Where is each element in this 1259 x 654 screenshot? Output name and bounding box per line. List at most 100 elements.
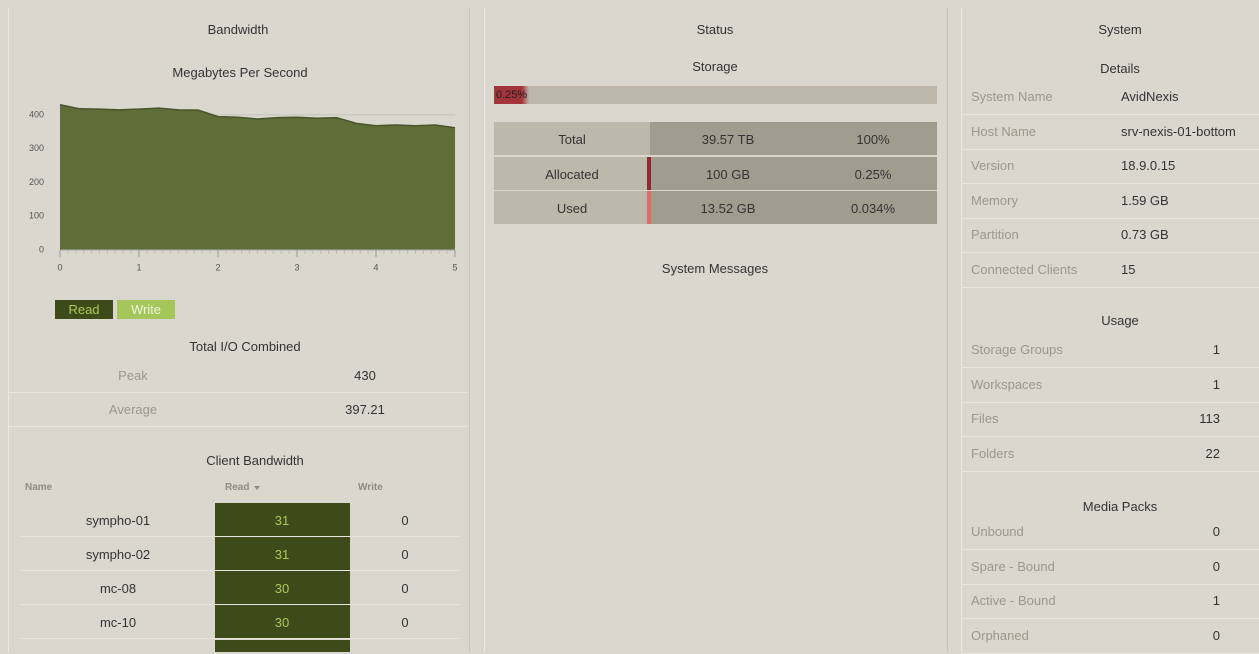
- row-separator: [20, 638, 460, 639]
- field-label: Connected Clients: [971, 262, 1078, 277]
- stat-value: 397.21: [345, 402, 385, 417]
- client-name: mc-08: [99, 581, 137, 596]
- field-value: srv-nexis-01-bottom: [1121, 123, 1236, 139]
- client-name: sympho-02: [85, 547, 151, 562]
- y-tick-label: 400: [29, 109, 44, 119]
- field-label: Host Name: [971, 123, 1037, 139]
- x-tick-label: 3: [294, 262, 299, 272]
- section-title: Details: [1100, 61, 1140, 76]
- x-tick-label: 0: [57, 262, 62, 272]
- stat-value: 430: [354, 368, 376, 383]
- area: [60, 104, 455, 250]
- usage-indicator: [647, 191, 651, 224]
- field-value: 18.9.0.15: [1121, 158, 1176, 174]
- section-title: Usage: [1101, 313, 1139, 328]
- client-write: 0: [401, 513, 409, 528]
- row-separator: [961, 217, 1259, 219]
- read-cell: [215, 571, 350, 604]
- storage-size: 13.52 GB: [700, 201, 756, 216]
- field-label: Active - Bound: [971, 593, 1056, 609]
- stat-label: Average: [108, 402, 158, 417]
- storage-value-cell: [650, 156, 937, 190]
- section-title: Storage: [692, 59, 738, 74]
- field-label: Spare - Bound: [971, 558, 1055, 574]
- field-value: 1: [1212, 342, 1220, 357]
- row-separator: [8, 392, 468, 393]
- y-tick-label: 0: [39, 244, 44, 254]
- field-value: AvidNexis: [1121, 89, 1179, 104]
- client-write: 0: [401, 547, 409, 562]
- storage-label: 0.25%: [494, 86, 530, 104]
- column-header[interactable]: Write: [358, 482, 383, 493]
- sort-arrow: [254, 486, 260, 490]
- y-tick-label: 200: [29, 177, 44, 187]
- field-value: 15: [1121, 262, 1136, 277]
- storage-name: Allocated: [545, 166, 599, 182]
- column-header[interactable]: Name: [25, 482, 53, 493]
- storage-percent: 0.034%: [850, 201, 896, 216]
- client-read: 31: [274, 547, 290, 562]
- section-title: Media Packs: [1082, 499, 1158, 514]
- storage-bar: 0.25%: [494, 86, 937, 104]
- y-tick-label: 300: [29, 143, 44, 153]
- read-cell: [215, 503, 350, 536]
- read-cell: [215, 640, 350, 652]
- read-cell: [215, 605, 350, 638]
- field-label: Orphaned: [971, 627, 1029, 643]
- stat-label: Peak: [118, 368, 148, 383]
- row-separator: [961, 401, 1259, 403]
- section-title: System Messages: [661, 261, 769, 276]
- client-name: mc-10: [99, 615, 137, 630]
- field-value: 113: [1199, 411, 1220, 427]
- storage-name: Total: [558, 132, 586, 147]
- field-label: Version: [971, 158, 1015, 174]
- status-panel: [484, 8, 948, 652]
- field-label: System Name: [971, 89, 1053, 104]
- storage-value-cell: [650, 191, 937, 224]
- client-read: 31: [274, 513, 290, 528]
- panel-title: System: [1098, 22, 1142, 37]
- row-separator: [961, 287, 1259, 288]
- field-value: 1: [1212, 593, 1220, 609]
- section-title: Client Bandwidth: [206, 453, 304, 468]
- client-write: 0: [401, 581, 409, 596]
- row-separator: [8, 426, 468, 427]
- client-write: 0: [401, 615, 409, 630]
- field-value: 0: [1212, 627, 1220, 643]
- panel-title: Status: [696, 22, 734, 37]
- x-tick-label: 5: [452, 262, 457, 272]
- row-separator: [961, 470, 1259, 472]
- x-tick-label: 1: [136, 262, 141, 272]
- field-label: Folders: [971, 445, 1015, 461]
- row-separator: [961, 114, 1259, 115]
- storage-name-cell: [494, 122, 650, 155]
- column-header[interactable]: Read: [225, 482, 250, 493]
- row-separator: [961, 252, 1259, 254]
- storage-name-cell: [494, 156, 650, 190]
- storage-percent: 100%: [856, 132, 890, 147]
- storage-name-cell: [494, 191, 650, 224]
- field-value: 0: [1212, 524, 1220, 539]
- row-separator: [961, 583, 1259, 585]
- y-tick-label: 100: [29, 211, 44, 221]
- field-value: 0.73 GB: [1121, 227, 1169, 243]
- legend-entry[interactable]: Read: [55, 300, 113, 319]
- row-separator: [961, 183, 1259, 185]
- field-value: 1.59 GB: [1121, 192, 1169, 208]
- row-separator: [20, 536, 460, 537]
- row-separator: [961, 549, 1259, 550]
- field-label: Storage Groups: [971, 342, 1063, 357]
- row-separator: [20, 570, 460, 571]
- client-name: sympho-01: [85, 513, 151, 528]
- row-separator: [961, 148, 1259, 150]
- field-value: 1: [1212, 376, 1220, 392]
- field-value: 0: [1212, 558, 1220, 574]
- row-separator: [961, 618, 1259, 620]
- legend-entry[interactable]: Write: [117, 300, 175, 319]
- client-read: 30: [274, 581, 290, 596]
- x-tick-label: 4: [373, 262, 378, 272]
- field-label: Workspaces: [971, 376, 1043, 392]
- read-cell: [215, 537, 350, 570]
- storage-value-cell: [650, 122, 937, 155]
